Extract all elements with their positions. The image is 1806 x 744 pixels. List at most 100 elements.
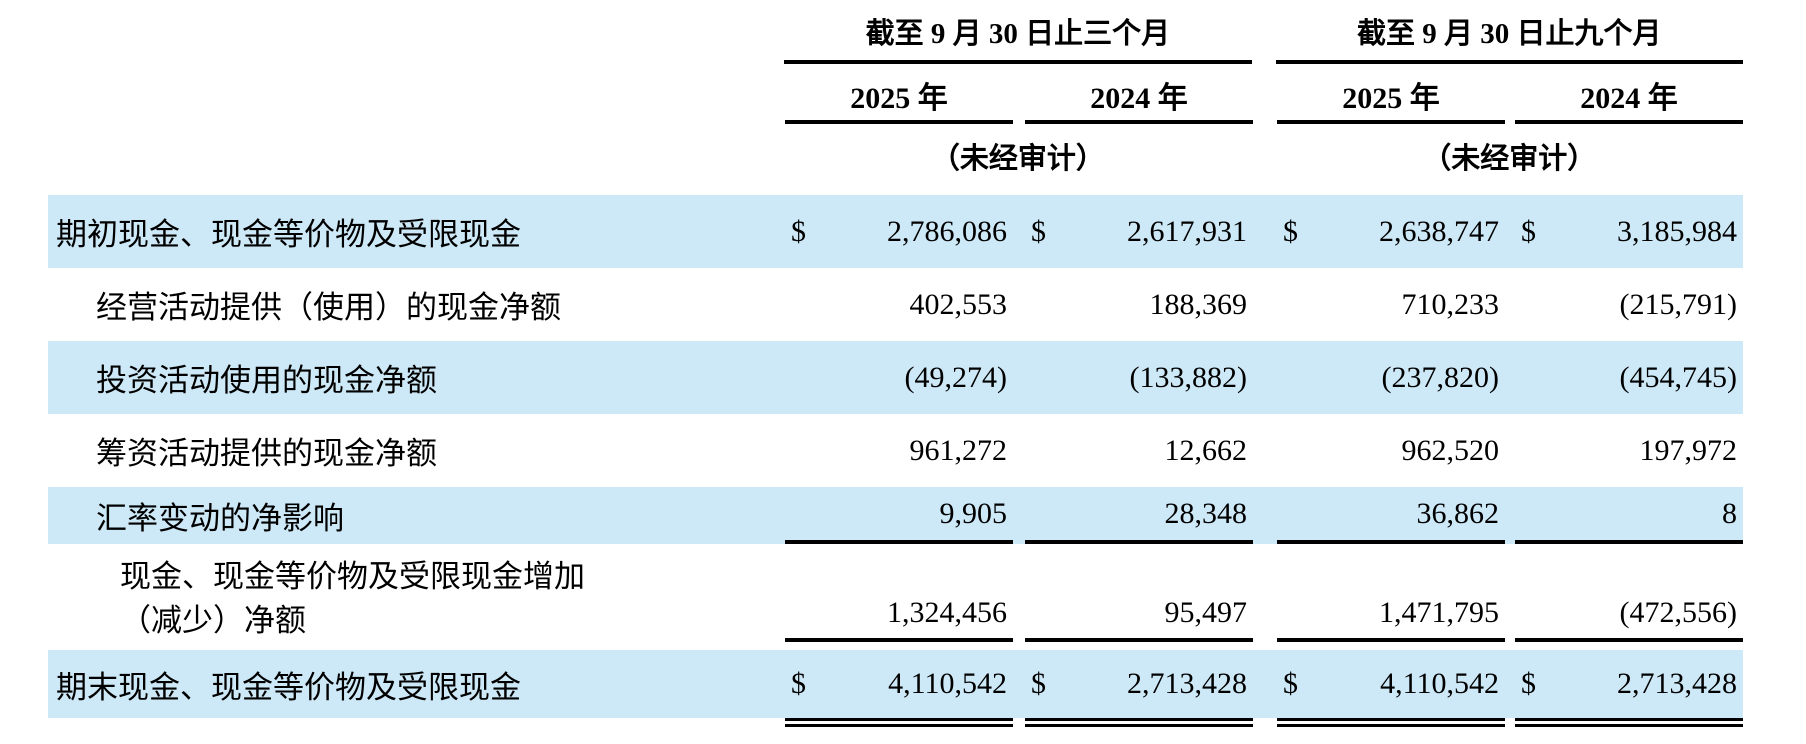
- cell-value: 197,972: [1639, 433, 1738, 467]
- money-cell: 710,233: [1277, 268, 1505, 341]
- double-rule: [1025, 718, 1253, 727]
- cell-value: 1,324,456: [887, 596, 1007, 629]
- cell-value: 2,713,428: [1617, 667, 1737, 700]
- cell-value: 962,520: [1401, 433, 1500, 467]
- money-cell: 8: [1515, 487, 1743, 544]
- label-column-spacer: [48, 10, 784, 64]
- money-cell: 1,471,795: [1277, 596, 1505, 642]
- money-cell: 36,862: [1277, 487, 1505, 544]
- money-cell: 961,272: [785, 414, 1013, 487]
- unaudited-note-row: （未经审计） （未经审计）: [48, 124, 1743, 195]
- column-gap: [1505, 341, 1515, 414]
- row-label: 汇率变动的净影响: [96, 501, 344, 536]
- year-header: 2024 年: [1025, 64, 1253, 124]
- money-cell: $4,110,542: [1277, 650, 1505, 718]
- row-label: 期初现金、现金等价物及受限现金: [56, 217, 521, 252]
- table-row: 经营活动提供（使用）的现金净额 402,553 188,369 710,233 …: [48, 268, 1743, 341]
- column-gap: [1505, 650, 1515, 718]
- group-gap: [1253, 718, 1277, 727]
- year-header: 2025 年: [1277, 64, 1505, 124]
- cell-value: 402,553: [909, 287, 1008, 321]
- column-gap: [1013, 487, 1025, 544]
- table-row: 投资活动使用的现金净额 (49,274) (133,882) (237,820)…: [48, 341, 1743, 414]
- column-gap: [1505, 195, 1515, 268]
- cell-value: 28,348: [1164, 496, 1248, 530]
- group-gap: [1253, 195, 1277, 268]
- cell-value: 188,369: [1149, 287, 1248, 321]
- unaudited-note: （未经审计）: [1422, 143, 1597, 175]
- table-row: 筹资活动提供的现金净额 961,272 12,662 962,520 197,9…: [48, 414, 1743, 487]
- cell-value: 9,905: [939, 496, 1008, 530]
- double-rule-row: [48, 718, 1743, 727]
- cell-value: 2,713,428: [1127, 667, 1247, 700]
- group-gap: [1253, 487, 1277, 544]
- cell-value: 4,110,542: [1380, 667, 1499, 700]
- year-header: 2024 年: [1515, 64, 1743, 124]
- money-cell: $3,185,984: [1515, 195, 1743, 268]
- money-cell: (454,745): [1515, 341, 1743, 414]
- column-gap: [1013, 414, 1025, 487]
- money-cell: 95,497: [1025, 596, 1253, 642]
- currency-symbol: $: [1031, 214, 1046, 248]
- row-label: 筹资活动提供的现金净额: [96, 436, 437, 471]
- group-gap: [1253, 414, 1277, 487]
- cell-value: (49,274): [904, 360, 1007, 394]
- group-gap: [1252, 10, 1276, 64]
- table-row: 期初现金、现金等价物及受限现金 $2,786,086 $2,617,931 $2…: [48, 195, 1743, 268]
- money-cell: $2,617,931: [1025, 195, 1253, 268]
- money-cell: 402,553: [785, 268, 1013, 341]
- money-cell: (237,820): [1277, 341, 1505, 414]
- currency-symbol: $: [1521, 214, 1536, 248]
- cell-value: 2,638,747: [1379, 214, 1499, 248]
- year-header: 2025 年: [785, 64, 1013, 124]
- cell-value: 8: [1722, 496, 1737, 530]
- column-group-header-row: 截至 9 月 30 日止三个月 截至 9 月 30 日止九个月: [48, 10, 1744, 64]
- column-gap: [1013, 718, 1025, 727]
- label-column-spacer: [48, 718, 785, 727]
- cell-value: 4,110,542: [888, 667, 1007, 700]
- cell-value: 36,862: [1416, 496, 1500, 530]
- group-gap: [1253, 341, 1277, 414]
- column-gap: [1013, 64, 1025, 124]
- cell-value: 95,497: [1164, 596, 1248, 629]
- money-cell: (472,556): [1515, 596, 1743, 642]
- row-label: 期末现金、现金等价物及受限现金: [56, 669, 521, 705]
- currency-symbol: $: [1031, 667, 1046, 700]
- group-gap: [1253, 64, 1277, 124]
- table-row: 汇率变动的净影响 9,905 28,348 36,862 8: [48, 487, 1743, 544]
- column-gap: [1505, 268, 1515, 341]
- col-group-header-three-months: 截至 9 月 30 日止三个月: [784, 10, 1252, 64]
- money-cell: (133,882): [1025, 341, 1253, 414]
- column-gap: [1505, 487, 1515, 544]
- column-gap: [1013, 341, 1025, 414]
- cell-value: 961,272: [909, 433, 1008, 467]
- double-rule: [1515, 718, 1743, 727]
- money-cell: $2,786,086: [785, 195, 1013, 268]
- money-cell: (215,791): [1515, 268, 1743, 341]
- currency-symbol: $: [1283, 667, 1298, 700]
- cell-value: (472,556): [1619, 596, 1737, 629]
- money-cell: $2,713,428: [1515, 650, 1743, 718]
- column-gap: [1505, 64, 1515, 124]
- cell-value: (133,882): [1129, 360, 1247, 394]
- double-rule: [1277, 718, 1505, 727]
- row-label: 投资活动使用的现金净额: [96, 363, 437, 398]
- group-gap: [1253, 268, 1277, 341]
- money-cell: 188,369: [1025, 268, 1253, 341]
- row-label: 现金、现金等价物及受限现金增加（减少）净额: [120, 559, 585, 638]
- cell-value: 2,786,086: [887, 214, 1007, 248]
- money-cell: 9,905: [785, 487, 1013, 544]
- money-cell: 962,520: [1277, 414, 1505, 487]
- currency-symbol: $: [791, 667, 806, 700]
- money-cell: $2,638,747: [1277, 195, 1505, 268]
- currency-symbol: $: [1283, 214, 1298, 248]
- double-rule: [785, 718, 1013, 727]
- cell-value: 12,662: [1164, 433, 1248, 467]
- money-cell: $2,713,428: [1025, 650, 1253, 718]
- money-cell: 12,662: [1025, 414, 1253, 487]
- cash-flow-table: 截至 9 月 30 日止三个月 截至 9 月 30 日止九个月 2025 年 2…: [48, 10, 1744, 727]
- column-gap: [1013, 268, 1025, 341]
- currency-symbol: $: [1521, 667, 1536, 700]
- table-row: 期末现金、现金等价物及受限现金 $4,110,542 $2,713,428 $4…: [48, 650, 1743, 718]
- column-gap: [1505, 414, 1515, 487]
